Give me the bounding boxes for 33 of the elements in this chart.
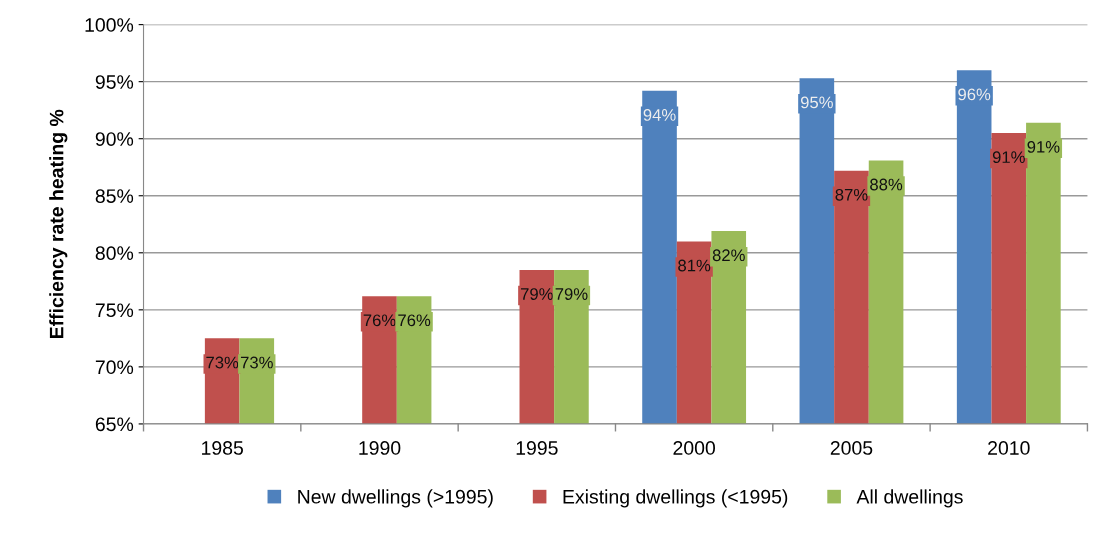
legend-label: Existing dwellings (<1995)	[563, 489, 788, 508]
y-tick-label: 95%	[95, 75, 134, 89]
x-tick-label: 2010	[988, 441, 1030, 455]
x-tick-label: 2005	[830, 441, 873, 455]
y-axis-title: Efficiency rate heating %	[49, 109, 68, 339]
x-tick-label: 1985	[202, 441, 243, 455]
y-tick-label: 65%	[95, 417, 134, 432]
x-tick-label: 2000	[673, 441, 716, 455]
y-tick-label: 70%	[95, 360, 134, 375]
data-label: 79%	[555, 288, 588, 300]
y-tick-label: 75%	[95, 303, 134, 318]
x-tick-label: 1990	[359, 441, 401, 455]
y-tick-label: 100%	[85, 18, 134, 32]
data-label: 87%	[835, 188, 868, 201]
legend-label: All dwellings	[856, 489, 963, 508]
data-label: 79%	[521, 288, 553, 300]
data-label: 91%	[992, 151, 1025, 164]
data-label: 73%	[206, 356, 239, 369]
x-tick-label: 1995	[516, 441, 558, 455]
data-label: 95%	[800, 96, 833, 109]
data-label: 82%	[712, 249, 745, 262]
y-tick-label: 85%	[95, 189, 134, 203]
data-label: 96%	[958, 88, 991, 101]
data-label: 76%	[363, 314, 396, 327]
data-label: 76%	[398, 314, 431, 327]
data-label: 88%	[870, 178, 903, 191]
y-tick-label: 90%	[95, 132, 134, 146]
legend-label: New dwellings (>1995)	[298, 489, 493, 508]
data-label: 91%	[1027, 140, 1060, 153]
data-label: 81%	[678, 259, 711, 272]
data-label: 73%	[240, 356, 273, 369]
y-tick-label: 80%	[95, 246, 134, 261]
data-label: 94%	[643, 109, 676, 121]
